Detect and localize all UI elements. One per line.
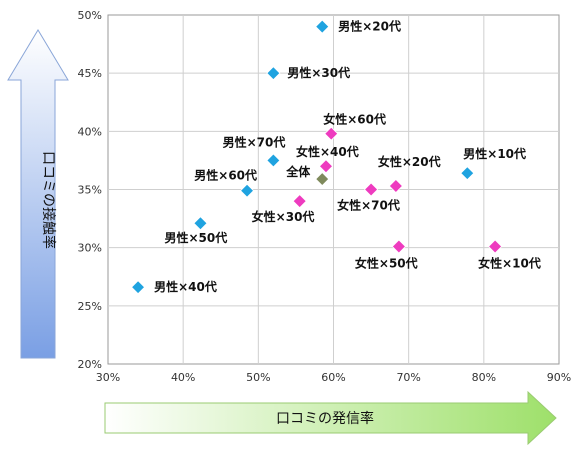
y-tick-label: 50% <box>78 9 102 22</box>
plot-area: 30% 40% 50% 60% 70% 80% 90% 20% 25% 30% 35% 40% 45% 5… <box>78 9 572 384</box>
point-label: 男性×70代 <box>223 134 286 149</box>
data-point: 女性×30代 <box>252 194 315 224</box>
point-label: 男性×60代 <box>194 168 257 183</box>
x-tick-label: 70% <box>396 371 420 384</box>
data-point: 女性×60代 <box>323 112 386 141</box>
point-marker <box>193 216 208 231</box>
y-tick-label: 45% <box>78 67 102 80</box>
point-marker <box>239 183 255 198</box>
y-tick-label: 40% <box>78 125 102 138</box>
data-point: 女性×70代 <box>337 182 400 213</box>
data-point: 女性×10代 <box>478 239 541 271</box>
point-label: 男性×50代 <box>164 230 227 245</box>
point-label: 女性×50代 <box>355 256 418 271</box>
point-marker <box>315 171 330 187</box>
y-axis-title: 口コミの接触率 <box>40 151 57 249</box>
data-point: 男性×70代 <box>223 134 286 168</box>
y-tick-label: 35% <box>78 184 102 197</box>
point-marker <box>292 194 307 209</box>
y-tick-label: 30% <box>78 242 102 255</box>
point-marker <box>391 239 406 254</box>
data-point: 女性×50代 <box>355 239 418 271</box>
point-marker <box>131 280 146 295</box>
point-label: 全体 <box>285 164 311 179</box>
data-point: 女性×20代 <box>378 154 441 194</box>
point-marker <box>266 66 281 81</box>
point-label: 女性×70代 <box>337 198 400 213</box>
point-label: 男性×40代 <box>154 279 217 294</box>
point-marker <box>315 19 330 34</box>
y-tick-label: 20% <box>78 358 102 371</box>
x-tick-label: 50% <box>246 371 270 384</box>
point-marker <box>324 126 339 141</box>
data-point: 全体 <box>285 164 330 187</box>
point-label: 女性×60代 <box>323 112 386 127</box>
x-axis-title: 口コミの発信率 <box>276 410 374 427</box>
point-marker <box>488 239 503 254</box>
point-marker <box>388 178 403 194</box>
point-marker <box>266 153 281 168</box>
x-tick-label: 30% <box>96 371 120 384</box>
point-label: 女性×20代 <box>378 154 441 169</box>
x-tick-label: 90% <box>547 371 571 384</box>
y-tick-label: 25% <box>78 300 102 313</box>
data-point: 男性×30代 <box>266 65 350 81</box>
data-point: 女性×40代 <box>296 144 359 174</box>
point-marker <box>318 159 334 174</box>
x-tick-label: 40% <box>171 371 195 384</box>
x-tick-label: 80% <box>472 371 496 384</box>
data-point: 男性×20代 <box>315 19 401 34</box>
point-label: 男性×20代 <box>338 19 401 34</box>
point-label: 男性×30代 <box>287 65 350 80</box>
data-point: 男性×10代 <box>460 146 526 181</box>
point-label: 女性×30代 <box>252 209 315 224</box>
point-marker <box>460 166 475 181</box>
x-axis-arrow <box>104 390 557 446</box>
y-axis-arrow <box>7 29 69 359</box>
data-point: 男性×50代 <box>164 216 227 245</box>
point-label: 女性×10代 <box>478 256 541 271</box>
data-point: 男性×60代 <box>194 168 257 198</box>
x-tick-label: 60% <box>321 371 345 384</box>
point-label: 男性×10代 <box>463 146 526 161</box>
point-label: 女性×40代 <box>296 144 359 159</box>
data-point: 男性×40代 <box>131 279 217 295</box>
point-marker <box>364 182 379 197</box>
